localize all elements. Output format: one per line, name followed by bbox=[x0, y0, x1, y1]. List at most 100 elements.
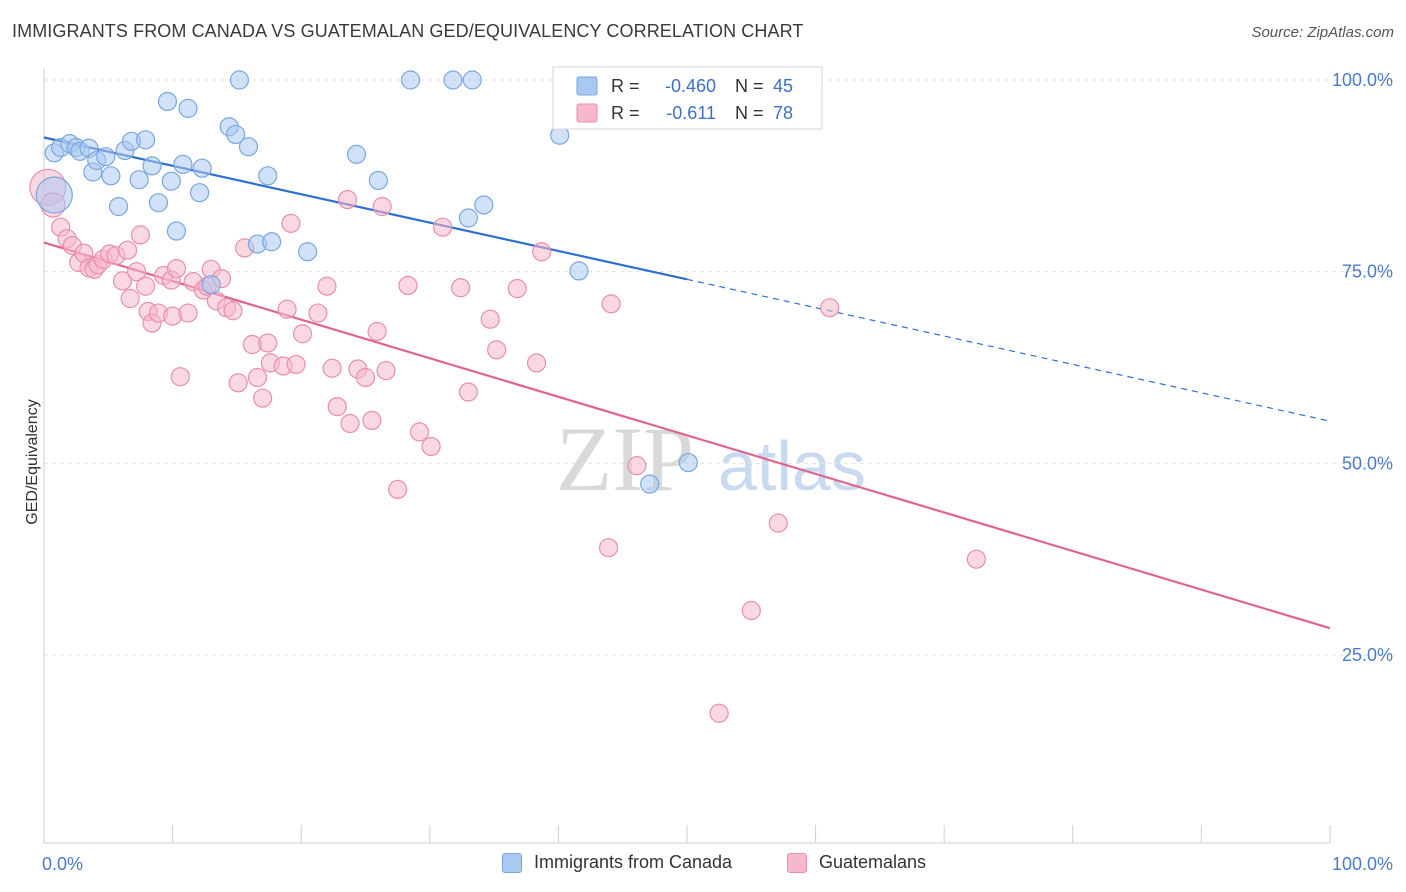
legend-label-canada: Immigrants from Canada bbox=[534, 852, 733, 872]
series-legend: Immigrants from Canada Guatemalans bbox=[0, 848, 1406, 882]
point-guatemalans bbox=[376, 360, 396, 381]
point-guatemalans bbox=[166, 259, 187, 279]
data-points bbox=[29, 70, 986, 723]
point-guatemalans bbox=[112, 271, 133, 291]
point-canada bbox=[298, 242, 318, 262]
gridlines bbox=[44, 79, 1393, 656]
point-guatemalans bbox=[130, 225, 151, 245]
point-canada bbox=[135, 130, 156, 150]
point-guatemalans bbox=[372, 196, 392, 217]
point-guatemalans bbox=[820, 298, 840, 318]
point-guatemalans bbox=[163, 306, 183, 326]
point-guatemalans bbox=[532, 242, 552, 262]
x-tick-label: 100.0% bbox=[1332, 854, 1393, 874]
point-guatemalans bbox=[308, 303, 328, 323]
legend-label-guatemalans: Guatemalans bbox=[819, 852, 927, 872]
watermark: ZIP atlas bbox=[556, 408, 866, 510]
point-guatemalans bbox=[433, 217, 453, 237]
watermark-zip: ZIP bbox=[556, 408, 694, 510]
point-guatemalans bbox=[327, 397, 347, 417]
point-guatemalans bbox=[286, 354, 306, 375]
point-canada bbox=[190, 183, 210, 203]
y-tick-label: 100.0% bbox=[1332, 70, 1393, 90]
stats-n-value-1: 45 bbox=[773, 76, 793, 96]
point-guatemalans bbox=[709, 703, 729, 723]
trend-line-canada-extrapolated bbox=[686, 278, 1331, 422]
point-canada bbox=[192, 158, 212, 178]
point-guatemalans bbox=[292, 324, 313, 344]
point-guatemalans bbox=[601, 294, 621, 314]
point-canada bbox=[346, 144, 367, 164]
stats-n-value-2: 78 bbox=[773, 103, 793, 123]
point-canada bbox=[157, 91, 178, 112]
point-guatemalans bbox=[337, 190, 358, 210]
chart-title: IMMIGRANTS FROM CANADA VS GUATEMALAN GED… bbox=[12, 21, 804, 41]
point-canada bbox=[108, 196, 129, 217]
point-canada bbox=[178, 98, 198, 118]
point-canada bbox=[226, 124, 246, 145]
point-guatemalans bbox=[458, 382, 478, 402]
point-canada bbox=[96, 147, 116, 167]
point-canada bbox=[142, 156, 162, 176]
source-label: Source: ZipAtlas.com bbox=[1251, 24, 1394, 41]
point-canada bbox=[161, 171, 181, 191]
point-guatemalans bbox=[322, 358, 342, 378]
point-guatemalans bbox=[421, 436, 441, 457]
point-guatemalans bbox=[355, 367, 376, 388]
point-canada bbox=[474, 195, 494, 215]
point-guatemalans bbox=[367, 321, 387, 342]
point-guatemalans bbox=[741, 600, 761, 621]
x-tick-label: 0.0% bbox=[42, 854, 83, 874]
y-tick-label: 75.0% bbox=[1342, 262, 1393, 282]
stats-swatch-blue bbox=[576, 76, 598, 96]
point-guatemalans bbox=[409, 422, 430, 442]
point-guatemalans bbox=[117, 240, 138, 260]
y-tick-label: 25.0% bbox=[1342, 645, 1393, 665]
stats-r-label-2: R = bbox=[611, 103, 640, 123]
point-guatemalans bbox=[126, 262, 147, 282]
y-tick-label: 50.0% bbox=[1342, 453, 1393, 473]
point-guatemalans bbox=[526, 353, 547, 373]
point-guatemalans bbox=[398, 275, 418, 296]
point-canada bbox=[229, 70, 250, 90]
point-canada bbox=[262, 232, 282, 252]
point-guatemalans bbox=[627, 456, 647, 476]
stats-r-value-2: -0.611 bbox=[666, 103, 716, 123]
point-canada bbox=[462, 70, 482, 90]
point-canada bbox=[258, 166, 278, 186]
point-guatemalans bbox=[768, 513, 788, 533]
point-canada bbox=[400, 70, 421, 90]
point-guatemalans bbox=[388, 479, 408, 499]
stats-legend: R = -0.460 N = 45 R = -0.611 N = 78 bbox=[552, 66, 823, 130]
legend-swatch-blue bbox=[502, 852, 522, 873]
point-canada bbox=[368, 170, 388, 191]
tick-labels: 25.0% 50.0% 75.0% 100.0% 0.0% 100.0% bbox=[42, 70, 1393, 874]
legend-swatch-pink bbox=[787, 852, 807, 873]
point-guatemalans bbox=[487, 340, 507, 360]
point-canada bbox=[640, 474, 660, 494]
point-guatemalans bbox=[170, 367, 190, 387]
point-guatemalans bbox=[966, 549, 986, 569]
point-canada bbox=[166, 221, 187, 241]
point-guatemalans bbox=[135, 276, 156, 296]
point-canada bbox=[678, 452, 698, 473]
point-guatemalans bbox=[178, 303, 198, 323]
point-canada bbox=[101, 166, 121, 186]
point-guatemalans bbox=[507, 278, 527, 299]
stats-r-value-1: -0.460 bbox=[665, 76, 716, 96]
point-canada bbox=[173, 154, 193, 174]
stats-n-label-1: N = bbox=[735, 76, 764, 96]
point-guatemalans bbox=[120, 288, 140, 309]
point-guatemalans bbox=[598, 538, 619, 558]
stats-n-label-2: N = bbox=[735, 103, 764, 123]
point-canada bbox=[201, 275, 221, 295]
point-guatemalans bbox=[451, 278, 471, 298]
trend-line-guatemalans bbox=[43, 241, 1331, 630]
point-canada bbox=[238, 137, 259, 157]
point-guatemalans bbox=[253, 388, 273, 408]
point-guatemalans bbox=[281, 213, 301, 233]
point-guatemalans bbox=[223, 301, 243, 321]
legend-item-guatemalans: Guatemalans bbox=[787, 852, 926, 873]
point-guatemalans bbox=[277, 299, 297, 319]
point-guatemalans bbox=[362, 410, 382, 430]
